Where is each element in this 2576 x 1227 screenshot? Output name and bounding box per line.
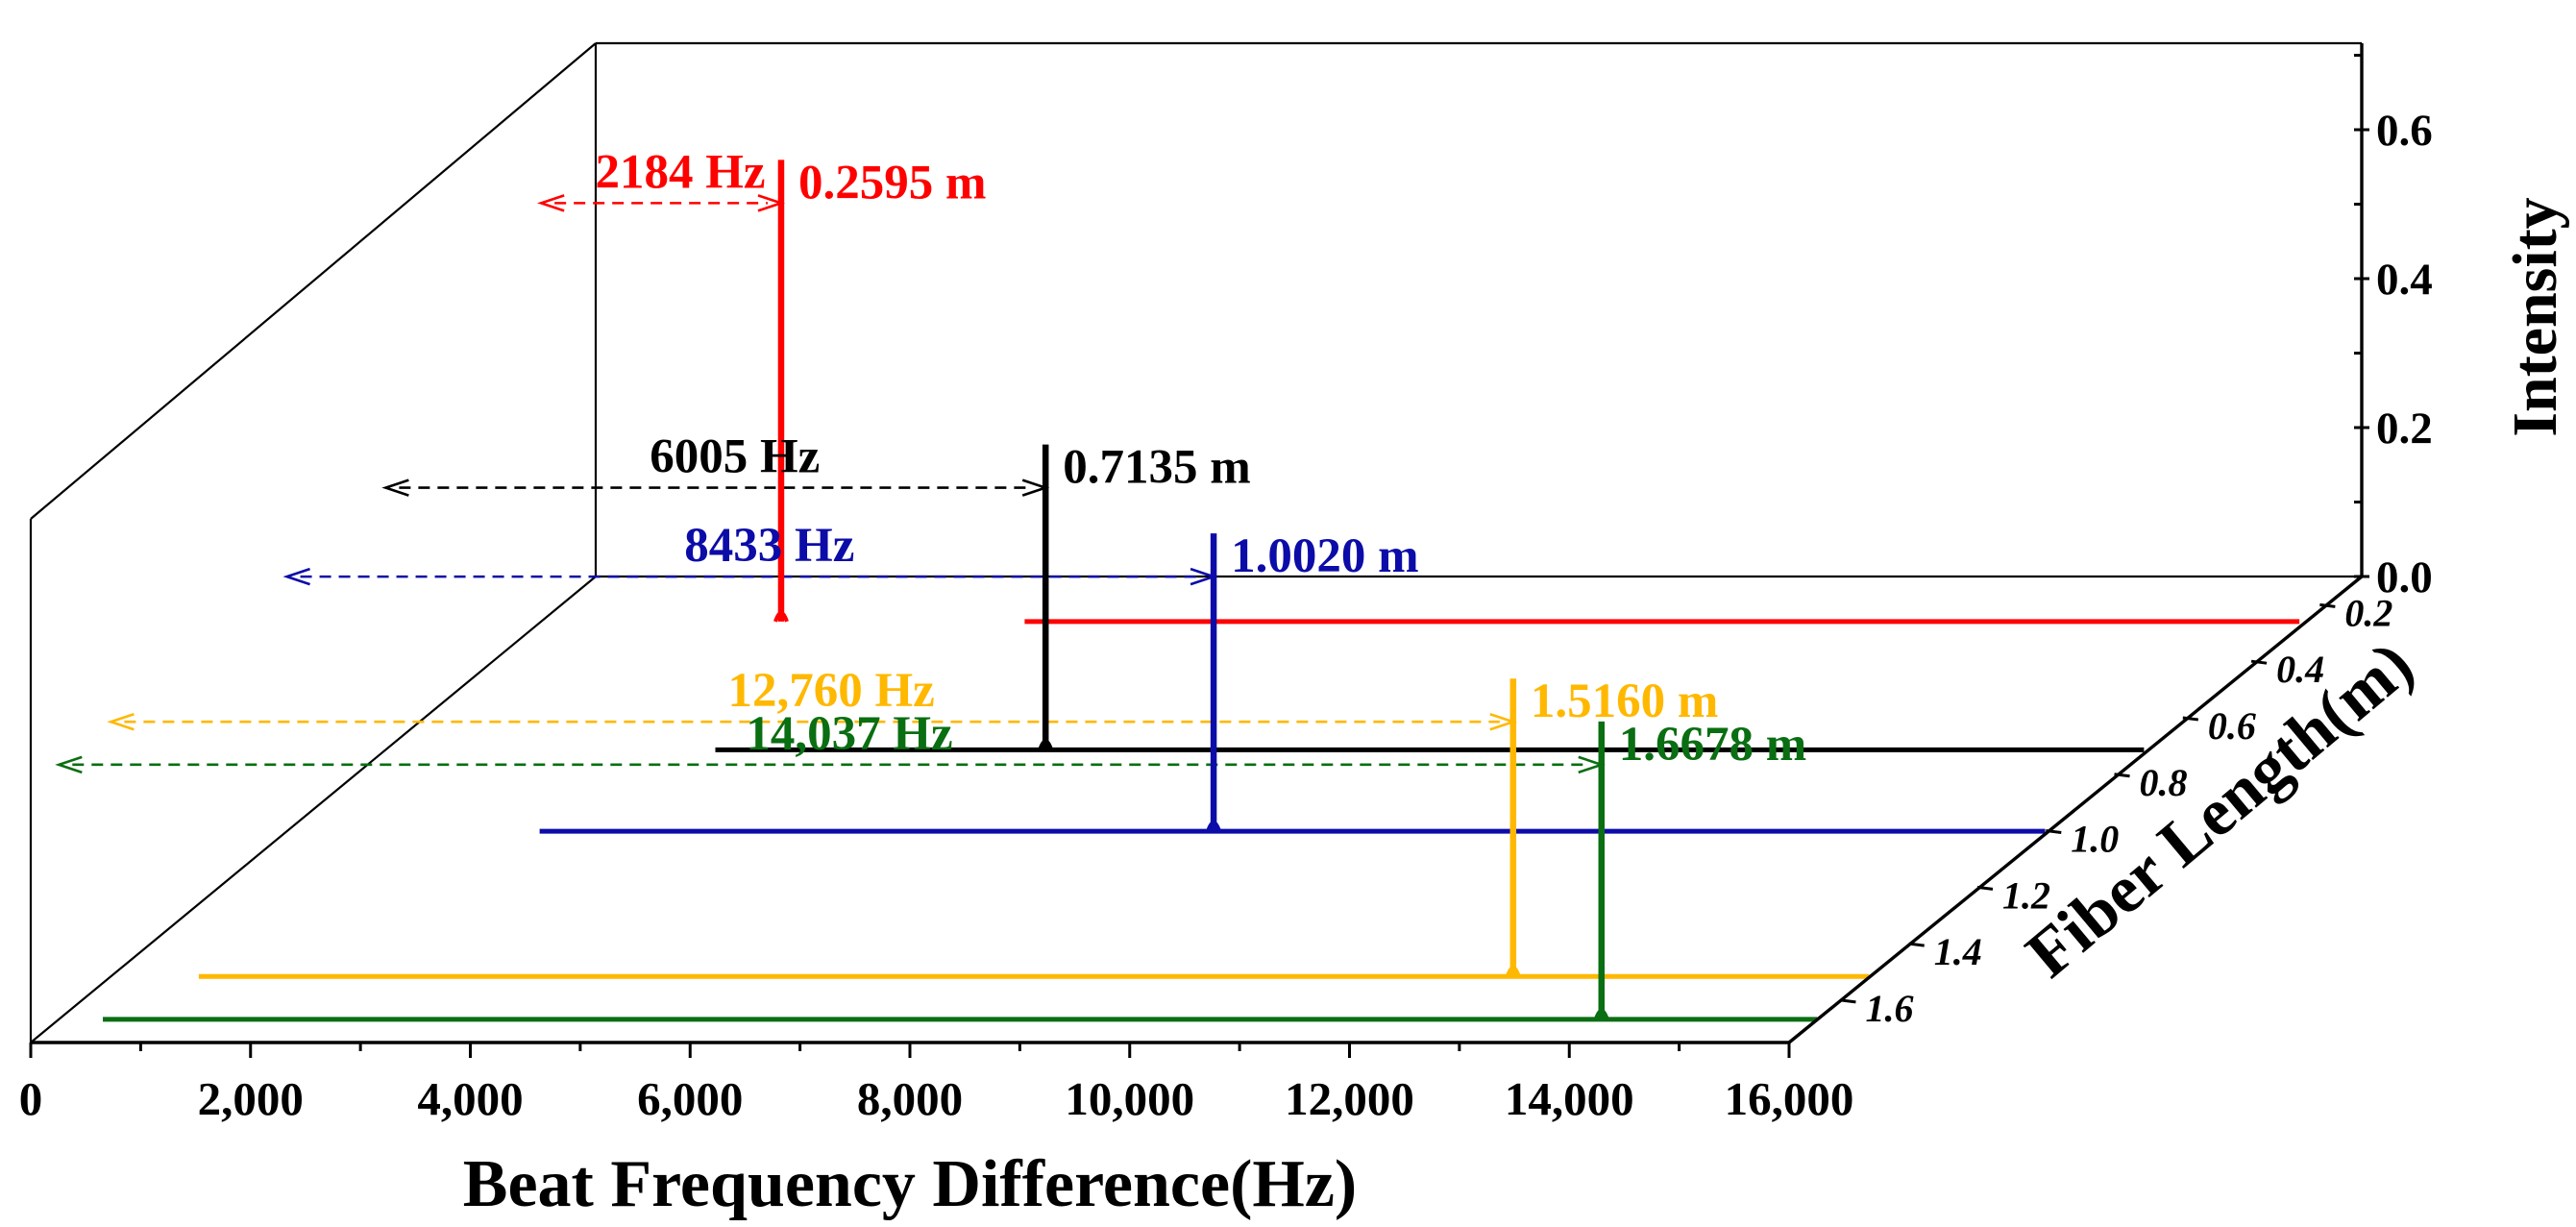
series-peak-foot (1593, 1008, 1609, 1020)
y-tick-label: 0.4 (2376, 255, 2433, 305)
x-tick-label: 8,000 (857, 1072, 963, 1125)
series-arrowhead-left (537, 194, 565, 212)
series-peak-foot (773, 610, 789, 623)
z-tick (2250, 659, 2268, 665)
series-length-label: 1.5160 m (1531, 675, 1718, 728)
x-tick-label: 6,000 (637, 1072, 743, 1125)
z-tick (2114, 773, 2130, 778)
z-tick (2319, 602, 2336, 608)
x-tick-label: 4,000 (417, 1072, 523, 1125)
series-arrowhead-left (282, 567, 310, 586)
z-axis: 0.20.40.60.81.01.21.41.6 Fiber Length(m) (1787, 575, 2427, 1044)
z-tick-label: 0.2 (2344, 591, 2392, 634)
series-length-label: 0.7135 m (1063, 441, 1250, 495)
series-length-label: 1.0020 m (1231, 529, 1418, 583)
series-length-label: 1.6678 m (1619, 718, 1806, 772)
baselines (103, 619, 2300, 1022)
series-frequency-label: 2184 Hz (596, 145, 766, 199)
z-axis-line (1787, 575, 2364, 1044)
x-tick-label: 16,000 (1725, 1072, 1854, 1125)
z-tick-label: 1.6 (1865, 987, 1913, 1030)
series-peak-foot (1206, 821, 1221, 832)
frame-top-diagonal (30, 42, 597, 520)
series-arrowhead-left (55, 755, 83, 774)
z-tick-label: 1.2 (2002, 873, 2050, 917)
peaks (773, 160, 1609, 1020)
x-tick-label: 2,000 (198, 1072, 304, 1125)
y-axis: 0.0 0.2 0.4 0.6 Intensity (2354, 43, 2570, 602)
z-tick (1840, 998, 1856, 1004)
y-ticks: 0.0 0.2 0.4 0.6 (2354, 54, 2433, 602)
series-arrowhead-right (1021, 479, 1050, 497)
z-tick (1976, 885, 1994, 891)
x-tick-label: 12,000 (1285, 1072, 1414, 1125)
series-frequency-label: 8433 Hz (684, 519, 854, 573)
z-tick-label: 1.4 (1934, 930, 1982, 973)
z-tick-label: 0.4 (2276, 648, 2324, 691)
series-peak-foot (1505, 966, 1521, 977)
z-tick-label: 0.8 (2140, 761, 2188, 804)
y-tick-label: 0.2 (2376, 404, 2433, 454)
frame-floor-diagonal (30, 576, 597, 1043)
series-frequency-label: 12,760 Hz (727, 664, 934, 718)
x-tick-label: 10,000 (1065, 1072, 1194, 1125)
x-axis: 0 2,000 4,000 6,000 8,000 10,000 12,000 14,000 1… (19, 1041, 1854, 1221)
z-tick (2046, 829, 2062, 835)
series-frequency-label: 14,037 Hz (746, 707, 952, 761)
z-tick-label: 0.6 (2208, 704, 2256, 748)
z-tick-label: 1.0 (2071, 818, 2119, 861)
box-frame (29, 41, 2362, 1043)
series-arrowhead-left (381, 479, 409, 497)
z-ticks: 0.2 0.4 0.6 0.8 1.0 1.2 1.4 1.6 (1840, 591, 2392, 1030)
series-arrowhead-left (107, 712, 135, 731)
series-labels: 2184 Hz 0.2595 m 6005 Hz 0.7135 m 8433 Hz 1.0… (596, 145, 1807, 771)
z-tick (2182, 716, 2199, 722)
y-axis-title: Intensity (2500, 197, 2570, 436)
y-tick-label: 0.0 (2376, 552, 2433, 602)
x-ticks: 0 2,000 4,000 6,000 8,000 10,000 12,000 14,000 1… (19, 1043, 1854, 1125)
y-tick-label: 0.6 (2376, 106, 2433, 156)
series-length-label: 0.2595 m (798, 156, 986, 209)
x-tick-label: 14,000 (1505, 1072, 1634, 1125)
x-tick-label: 0 (19, 1072, 43, 1125)
series-peak-foot (1038, 739, 1054, 751)
series-frequency-label: 6005 Hz (650, 430, 820, 484)
z-tick (1908, 942, 1925, 947)
x-axis-title: Beat Frequency Difference(Hz) (463, 1147, 1357, 1221)
